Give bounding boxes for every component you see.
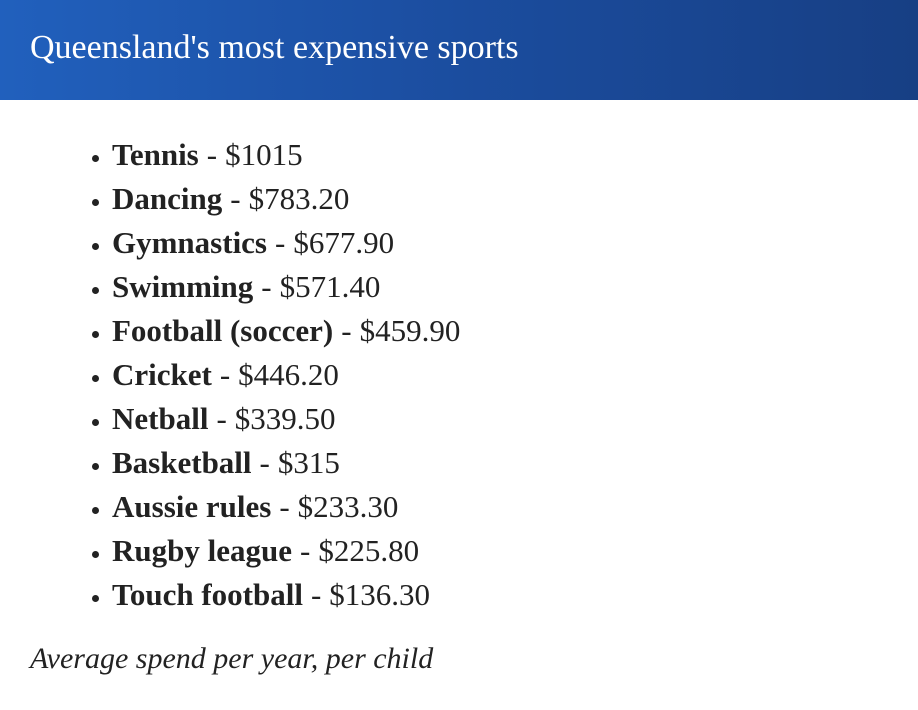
sport-name: Tennis (112, 137, 199, 172)
separator: - (219, 357, 231, 392)
sports-list: Tennis-$1015Dancing-$783.20Gymnastics-$6… (0, 0, 460, 617)
list-item: Tennis-$1015 (112, 133, 460, 177)
sport-price: $339.50 (234, 401, 336, 436)
list-item: Swimming-$571.40 (112, 265, 460, 309)
sport-price: $677.90 (293, 225, 395, 260)
separator: - (279, 489, 290, 524)
separator: - (259, 445, 270, 480)
separator: - (206, 137, 218, 172)
sport-name: Aussie rules (112, 489, 272, 524)
sport-name: Touch football (112, 577, 303, 612)
sport-name: Basketball (112, 445, 252, 480)
sport-price: $446.20 (238, 357, 339, 392)
separator: - (230, 181, 241, 216)
header: Queensland's most expensive sports (0, 0, 918, 100)
sport-price: $315 (277, 445, 340, 480)
separator: - (275, 225, 286, 260)
sport-name: Swimming (112, 269, 254, 304)
list-item: Dancing-$783.20 (112, 177, 460, 221)
list-item: Football (soccer)-$459.90 (112, 309, 460, 353)
list-item: Cricket-$446.20 (112, 353, 460, 397)
list-item: Basketball-$315 (112, 441, 460, 485)
sport-name: Cricket (112, 357, 212, 392)
list-item: Gymnastics-$677.90 (112, 221, 460, 265)
list-item: Netball-$339.50 (112, 397, 460, 441)
separator: - (216, 401, 227, 436)
sport-name: Football (soccer) (112, 313, 334, 348)
sport-name: Netball (112, 401, 209, 436)
sport-price: $1015 (225, 137, 303, 172)
sport-price: $225.80 (318, 533, 420, 568)
sport-name: Gymnastics (112, 225, 267, 260)
list-item: Aussie rules-$233.30 (112, 485, 460, 529)
separator: - (300, 533, 311, 568)
separator: - (310, 577, 322, 612)
footnote: Average spend per year, per child (30, 642, 434, 675)
list-item: Touch football-$136.30 (112, 573, 460, 617)
sport-price: $136.30 (329, 577, 431, 612)
sport-price: $783.20 (248, 181, 350, 216)
header-title: Queensland's most expensive sports (30, 29, 519, 66)
sport-price: $233.30 (297, 489, 399, 524)
separator: - (341, 313, 352, 348)
sport-price: $571.40 (279, 269, 381, 304)
sport-name: Rugby league (112, 533, 292, 568)
list-item: Rugby league-$225.80 (112, 529, 460, 573)
sport-price: $459.90 (359, 313, 461, 348)
separator: - (261, 269, 272, 304)
sport-name: Dancing (112, 181, 223, 216)
